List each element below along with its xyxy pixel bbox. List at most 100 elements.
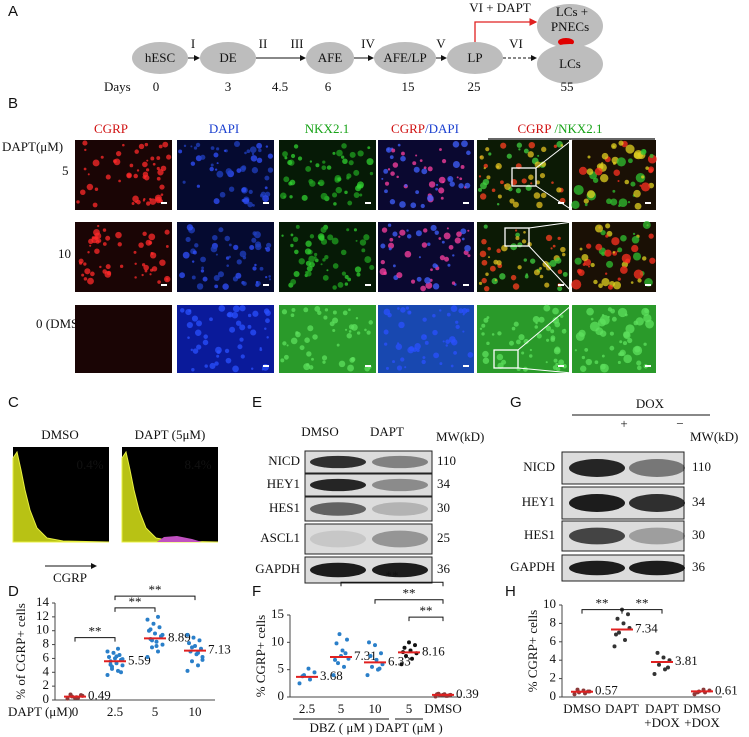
micrograph-texture [160,165,167,172]
scale-bar [161,284,167,286]
micrograph-texture [534,325,538,329]
micrograph-texture [648,233,654,239]
micrograph-texture [294,249,299,255]
micrograph-texture [450,364,454,368]
x-tick-label: 10 [189,704,202,719]
micrograph-texture [518,334,525,341]
micrograph-texture [578,166,588,175]
panel-label: D [8,583,19,600]
micrograph-texture [299,345,305,351]
data-point [119,670,123,675]
micrograph-texture [491,333,495,336]
micrograph-texture [487,247,491,251]
data-point [154,643,159,648]
x-tick-label: DAPT [605,701,639,716]
micrograph-texture [401,151,405,156]
micrograph-texture [397,307,400,310]
stage-label: LP [467,50,482,65]
data-point [312,670,317,675]
micrograph-texture [533,192,541,199]
micrograph-texture [613,169,621,176]
micrograph-texture [185,236,191,243]
micrograph-texture [196,283,204,290]
micrograph-texture [483,224,488,229]
micrograph-texture [214,361,219,366]
micrograph-texture [432,283,440,290]
micrograph-texture [400,307,406,313]
micrograph-texture [249,146,257,153]
micrograph-texture [555,257,562,264]
micrograph-texture [439,255,445,261]
y-tick-label: 8 [550,614,557,629]
micrograph-texture [621,261,628,268]
micrograph-texture [636,365,642,371]
data-point [68,692,73,697]
micrograph-texture [452,141,460,148]
micrograph-texture [550,329,555,334]
panel-label: E [252,394,262,411]
micrograph-texture [295,224,300,229]
micrograph-texture [304,248,312,255]
micrograph-texture [388,247,392,251]
micrograph-texture [267,167,274,173]
mw-value: 34 [692,494,706,509]
micrograph-texture [634,202,642,210]
micrograph-texture [384,181,390,186]
micrograph-texture [281,234,284,237]
micrograph-texture [183,144,187,148]
micrograph-texture [595,243,603,251]
micrograph-texture [203,334,208,339]
micrograph-texture [186,321,193,329]
column-header: CGRP/NKX2.1 [518,121,603,136]
micrograph-texture [87,277,94,285]
column-header-part: CGRP [518,121,552,136]
micrograph-texture [541,146,547,153]
micrograph-texture [616,157,626,167]
stage-node [306,42,354,74]
micrograph-texture [95,240,100,244]
histogram [12,450,110,543]
micrograph-texture [513,321,519,327]
micrograph-texture [517,265,522,270]
micrograph-texture [461,308,468,314]
micrograph-texture [594,167,603,176]
stage-label: hESC [145,50,175,65]
micrograph-texture [599,330,607,337]
micrograph-texture [413,166,420,173]
micrograph-texture [383,308,391,316]
micrograph-texture [627,337,633,344]
micrograph-texture [396,175,399,179]
micrograph-texture [292,236,299,242]
significance-bracket [340,581,444,587]
micrograph-texture [536,201,543,209]
micrograph-texture [204,364,208,368]
data-point [399,662,404,667]
x-tick-label: 5 [338,701,345,716]
micrograph-texture [150,251,153,255]
micrograph-texture [326,269,329,272]
micrograph-texture [361,248,366,253]
micrograph-texture [452,254,455,257]
micrograph-texture [586,243,592,249]
micrograph-texture [346,173,352,179]
micrograph-texture [604,249,612,257]
significance-bracket [114,607,156,612]
micrograph-texture [191,275,196,280]
micrograph-texture [521,239,527,244]
mw-header: MW(kD) [436,429,484,444]
micrograph-texture [515,339,521,345]
micrograph-texture [556,187,562,193]
micrograph-texture [318,235,325,241]
data-point [374,657,379,662]
micrograph-texture [605,223,611,229]
data-point [379,651,383,656]
blot-band [372,478,428,492]
micrograph-texture [348,330,352,333]
micrograph-texture [451,339,458,346]
micrograph-texture [483,166,486,170]
data-point [65,696,70,701]
micrograph-texture [209,166,214,172]
micrograph-texture [515,232,520,238]
micrograph-texture [248,189,253,194]
micrograph-texture [290,243,294,248]
